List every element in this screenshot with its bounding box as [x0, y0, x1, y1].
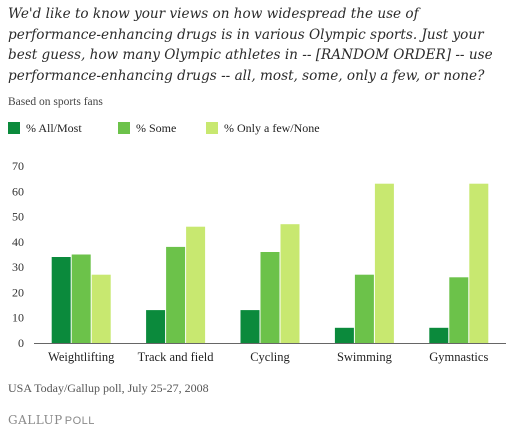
y-tick-label-70: 70: [12, 159, 24, 173]
bar-weightlifting-series-1: [71, 254, 91, 343]
legend-swatch-all-most: [8, 122, 20, 134]
legend-item-some: % Some: [118, 120, 176, 136]
bar-track-and-field-series-2: [186, 226, 206, 343]
bar-gymnastics-series-0: [429, 327, 449, 343]
subtitle: Based on sports fans: [8, 96, 103, 108]
x-tick-label-weightlifting: Weightlifting: [48, 350, 115, 364]
source-note: USA Today/Gallup poll, July 25-27, 2008: [8, 381, 209, 395]
bar-swimming-series-1: [354, 274, 374, 343]
bar-gymnastics-series-2: [469, 183, 489, 343]
bar-cycling-series-0: [240, 310, 260, 343]
y-tick-label-30: 30: [12, 260, 24, 274]
legend-label-some: % Some: [136, 120, 177, 135]
x-tick-label-swimming: Swimming: [337, 350, 393, 364]
bar-swimming-series-2: [374, 183, 394, 343]
y-tick-label-60: 60: [12, 184, 24, 198]
y-tick-label-0: 0: [18, 336, 24, 350]
x-tick-label-cycling: Cycling: [250, 350, 290, 364]
question-text: We'd like to know your views on how wide…: [8, 6, 493, 84]
legend-item-all-most: % All/Most: [8, 120, 82, 136]
gallup-poll-logo: GALLUP POLL: [8, 413, 95, 427]
bar-swimming-series-0: [334, 327, 354, 343]
legend-swatch-some: [118, 122, 130, 134]
x-tick-label-track-and-field: Track and field: [138, 350, 215, 364]
bar-weightlifting-series-2: [91, 274, 111, 343]
bar-track-and-field-series-0: [146, 310, 166, 343]
legend-swatch-few-none: [206, 122, 218, 134]
x-tick-label-gymnastics: Gymnastics: [429, 350, 488, 364]
brand-suffix: POLL: [64, 415, 95, 427]
y-tick-label-50: 50: [12, 210, 24, 224]
y-tick-label-10: 10: [12, 311, 24, 325]
bar-gymnastics-series-1: [449, 277, 469, 343]
bar-chart: 0 10 20 30 40 50 60 70 Weightlifting Track and fi…: [12, 159, 506, 364]
bar-track-and-field-series-1: [166, 246, 186, 343]
y-tick-label-40: 40: [12, 235, 24, 249]
legend-label-few-none: % Only a few/None: [224, 120, 320, 135]
legend-label-all-most: % All/Most: [26, 120, 82, 135]
bar-cycling-series-2: [280, 224, 300, 343]
legend-item-few-none: % Only a few/None: [206, 120, 320, 136]
bar-weightlifting-series-0: [51, 257, 71, 343]
bar-cycling-series-1: [260, 252, 280, 343]
brand-main: GALLUP: [8, 413, 63, 427]
y-tick-label-20: 20: [12, 285, 24, 299]
